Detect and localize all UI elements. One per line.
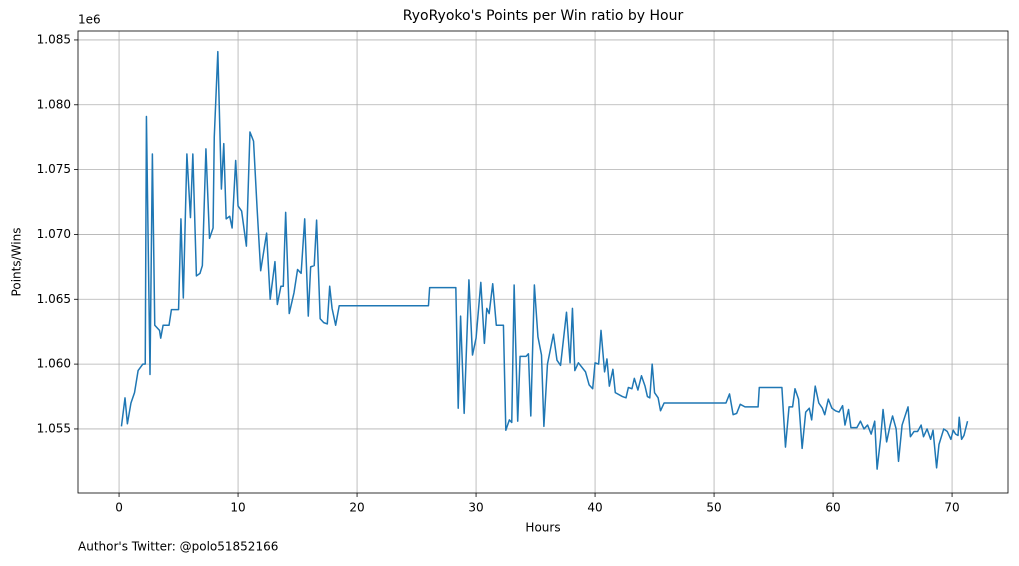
x-tick-label: 10 xyxy=(230,501,245,515)
chart-title: RyoRyoko's Points per Win ratio by Hour xyxy=(403,8,684,24)
y-offset-text: 1e6 xyxy=(78,13,101,27)
x-tick-label: 70 xyxy=(944,501,959,515)
x-tick-label: 50 xyxy=(706,501,721,515)
footnote: Author's Twitter: @polo51852166 xyxy=(78,540,278,554)
y-tick-label: 1.055 xyxy=(37,421,71,435)
x-axis-label: Hours xyxy=(525,521,560,535)
y-tick-label: 1.080 xyxy=(37,97,71,111)
y-tick-label: 1.075 xyxy=(37,162,71,176)
x-tick-label: 0 xyxy=(115,501,123,515)
y-axis-label: Points/Wins xyxy=(10,228,24,297)
y-tick-label: 1.070 xyxy=(37,227,71,241)
y-tick-label: 1.085 xyxy=(37,32,71,46)
x-tick-label: 60 xyxy=(825,501,840,515)
y-tick-label: 1.060 xyxy=(37,357,71,371)
y-tick-label: 1.065 xyxy=(37,292,71,306)
x-tick-label: 20 xyxy=(349,501,364,515)
plot-frame xyxy=(77,30,1009,494)
x-tick-label: 30 xyxy=(468,501,483,515)
x-tick-label: 40 xyxy=(587,501,602,515)
data-line xyxy=(120,50,969,470)
